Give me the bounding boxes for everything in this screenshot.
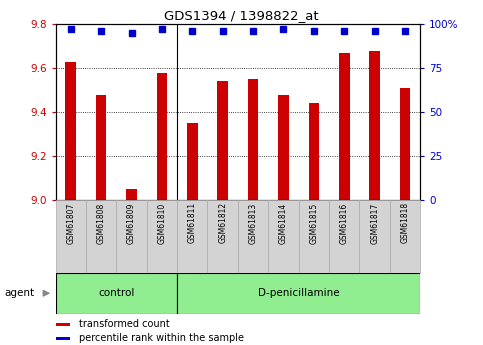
Bar [56, 337, 70, 340]
Bar [390, 200, 420, 273]
Text: GDS1394 / 1398822_at: GDS1394 / 1398822_at [164, 9, 319, 22]
Text: GSM61811: GSM61811 [188, 202, 197, 244]
Text: percentile rank within the sample: percentile rank within the sample [79, 333, 244, 343]
Text: GSM61814: GSM61814 [279, 202, 288, 244]
Text: GSM61810: GSM61810 [157, 202, 167, 244]
Text: D-penicillamine: D-penicillamine [258, 288, 340, 298]
Bar [116, 200, 147, 273]
Text: GSM61813: GSM61813 [249, 202, 257, 244]
Bar [147, 200, 177, 273]
Bar [217, 81, 228, 200]
Text: GSM61816: GSM61816 [340, 202, 349, 244]
Bar [329, 200, 359, 273]
Bar [56, 273, 177, 314]
Bar [56, 323, 70, 326]
Bar [65, 61, 76, 200]
Text: GSM61817: GSM61817 [370, 202, 379, 244]
Text: agent: agent [5, 288, 35, 298]
Bar [126, 189, 137, 200]
Text: GSM61808: GSM61808 [97, 202, 106, 244]
Bar [177, 200, 208, 273]
Text: transformed count: transformed count [79, 319, 170, 329]
Bar [238, 200, 268, 273]
Bar [268, 200, 298, 273]
Text: GSM61807: GSM61807 [66, 202, 75, 244]
Bar [309, 104, 319, 200]
Bar [339, 53, 350, 200]
Bar [278, 95, 289, 200]
Bar [369, 51, 380, 200]
Text: control: control [98, 288, 134, 298]
Bar [400, 88, 411, 200]
Bar [298, 200, 329, 273]
Bar [177, 273, 420, 314]
Bar [359, 200, 390, 273]
Bar [208, 200, 238, 273]
Text: GSM61809: GSM61809 [127, 202, 136, 244]
Text: GSM61812: GSM61812 [218, 202, 227, 244]
Bar [56, 200, 86, 273]
Bar [187, 123, 198, 200]
Bar [156, 72, 167, 200]
Text: GSM61818: GSM61818 [400, 202, 410, 244]
Bar [86, 200, 116, 273]
Bar [248, 79, 258, 200]
Text: GSM61815: GSM61815 [309, 202, 318, 244]
Bar [96, 95, 106, 200]
